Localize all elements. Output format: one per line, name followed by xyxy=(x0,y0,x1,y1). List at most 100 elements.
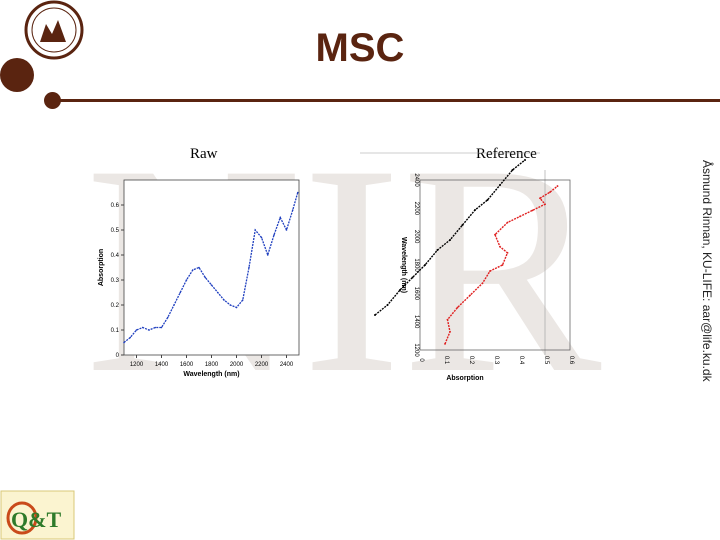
ref-spectrum-point xyxy=(506,251,509,254)
raw-y-tick-label: 0.4 xyxy=(111,253,120,259)
raw-data-point xyxy=(154,326,157,329)
ref-x-tick-label: 0.2 xyxy=(468,356,474,365)
raw-data-point xyxy=(229,304,232,306)
ref-scatter-point xyxy=(399,289,401,291)
raw-x-tick-label: 2000 xyxy=(230,362,244,368)
ref-x-tick-label: 0.5 xyxy=(543,356,549,365)
ref-y-tick-label: 1200 xyxy=(413,343,419,357)
ref-spectrum-point xyxy=(449,330,451,333)
side-credit: Åsmund Rinnan, KU-LIFE: aar@life.ku.dk xyxy=(700,160,714,382)
ref-scatter-point xyxy=(461,224,464,226)
raw-y-tick-label: 0.2 xyxy=(111,303,120,309)
raw-plot-frame xyxy=(123,179,300,356)
header-rule xyxy=(55,99,720,102)
ref-spectrum-point xyxy=(531,209,534,212)
ref-scatter-point xyxy=(511,169,514,171)
raw-data-point xyxy=(123,341,125,344)
raw-data-point xyxy=(223,299,225,301)
raw-x-tick-label: 2400 xyxy=(280,362,294,368)
raw-data-point xyxy=(166,316,169,319)
raw-data-point xyxy=(273,234,275,236)
raw-y-axis-label: Absorption xyxy=(98,249,105,286)
ref-scatter-point xyxy=(386,304,389,306)
ref-scatter-point xyxy=(424,264,426,266)
raw-data-point xyxy=(241,299,244,301)
ref-y-tick-label: 2200 xyxy=(413,202,419,216)
raw-data-point xyxy=(185,279,188,281)
raw-data-point xyxy=(285,229,288,231)
raw-data-point xyxy=(129,336,132,339)
raw-data-point xyxy=(210,284,213,286)
raw-y-tick-label: 0.1 xyxy=(111,328,120,334)
raw-x-tick-label: 1600 xyxy=(180,362,194,368)
raw-y-tick-label: 0 xyxy=(116,353,120,359)
ref-y-tick-label: 1400 xyxy=(413,315,419,329)
raw-data-point xyxy=(198,266,200,269)
ref-scatter-point xyxy=(374,314,376,316)
raw-data-point xyxy=(135,329,138,331)
ref-scatter-point xyxy=(486,199,489,201)
raw-data-point xyxy=(254,229,257,231)
ref-scatter-point xyxy=(436,249,439,251)
university-seal xyxy=(24,0,84,60)
ref-spectrum-point xyxy=(494,233,496,236)
ref-spectrum-point xyxy=(481,282,484,285)
ref-spectrum-point xyxy=(506,221,509,224)
ref-x-tick-label: 0.3 xyxy=(493,356,499,365)
reference-label: Reference xyxy=(476,146,537,162)
ref-x-tick-label: 0.1 xyxy=(443,356,449,365)
raw-data-point xyxy=(235,306,238,309)
raw-y-tick-label: 0.5 xyxy=(111,228,120,234)
raw-data-point xyxy=(291,209,294,211)
reference-chart: 0 0.1 0.2 0.3 0.4 0.5 0.6 1200 1400 1600 1800 2000 2… xyxy=(360,152,574,382)
ref-spectrum-point xyxy=(469,294,471,297)
ref-spectrum-point xyxy=(519,215,521,218)
ref-spectrum-point xyxy=(489,270,491,272)
ref-y-tick-label: 2000 xyxy=(413,230,419,244)
ref-spectrum-point xyxy=(556,185,559,187)
ref-plot-frame xyxy=(419,179,571,351)
raw-x-tick-label: 1800 xyxy=(205,362,219,368)
logo-text: Q&T xyxy=(11,507,61,532)
ref-spectrum-point xyxy=(444,343,446,345)
ref-x-tick-label: 0 xyxy=(418,358,424,362)
ref-spectrum-point xyxy=(456,306,459,309)
raw-data-point xyxy=(216,291,219,294)
raw-data-point xyxy=(266,254,269,256)
raw-x-tick-label: 1400 xyxy=(155,362,169,368)
raw-x-tick-label: 2200 xyxy=(255,362,269,368)
raw-data-point xyxy=(148,329,150,331)
ref-spectrum-point xyxy=(501,264,504,266)
raw-spectrum-chart: 1200 1400 1600 1800 2000 2200 2400 0 0.1 0.2 0.3 0.… xyxy=(98,179,300,378)
raw-data-point xyxy=(296,191,299,194)
raw-data-point xyxy=(179,291,182,294)
ref-x-axis-label: Absorption xyxy=(446,375,483,382)
decor-dot-large xyxy=(0,58,34,92)
ref-x-tick-label: 0.6 xyxy=(568,356,574,365)
ref-scatter-point xyxy=(499,184,501,186)
ref-spectrum-point xyxy=(446,318,449,321)
ref-spectrum-point xyxy=(539,197,541,200)
raw-data-point xyxy=(160,326,163,329)
ref-spectrum-point xyxy=(549,191,551,194)
raw-data-point xyxy=(173,304,175,306)
ref-scatter-point xyxy=(474,209,476,211)
ref-spectrum-point xyxy=(499,245,501,248)
ref-y-tick-label: 2400 xyxy=(413,173,419,187)
ref-scatter-line xyxy=(374,159,526,316)
raw-data-point xyxy=(279,216,282,219)
raw-data-point xyxy=(204,276,207,279)
ref-y-tick-label: 1600 xyxy=(413,287,419,301)
ref-spectrum-point xyxy=(544,203,546,206)
raw-x-axis-label: Wavelength (nm) xyxy=(183,371,239,378)
decor-dot-small xyxy=(44,92,61,109)
raw-label: Raw xyxy=(190,146,218,162)
slide-title: MSC xyxy=(315,26,405,70)
raw-y-tick-label: 0.6 xyxy=(111,203,120,209)
ref-x-tick-label: 0.4 xyxy=(518,356,524,365)
ref-y-tick-label: 1800 xyxy=(413,258,419,272)
ref-scatter-point xyxy=(411,276,414,279)
raw-data-point xyxy=(141,326,144,329)
raw-data-point xyxy=(191,269,194,271)
ref-scatter-point xyxy=(524,159,526,161)
